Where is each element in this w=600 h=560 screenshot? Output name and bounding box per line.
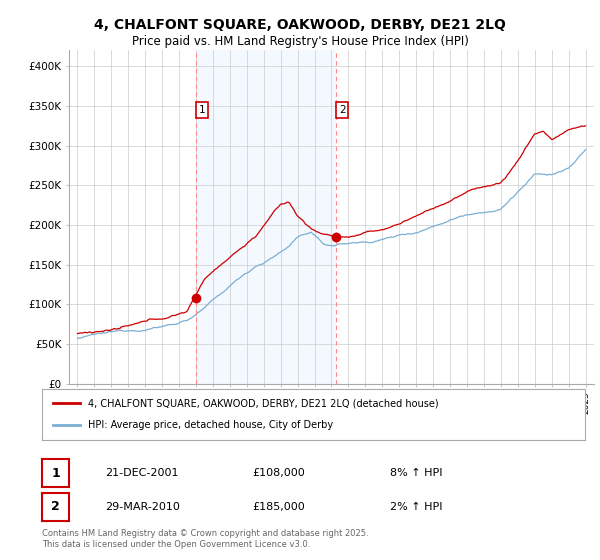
Text: 29-MAR-2010: 29-MAR-2010 xyxy=(105,502,180,512)
Text: HPI: Average price, detached house, City of Derby: HPI: Average price, detached house, City… xyxy=(88,421,333,431)
Bar xyxy=(196,50,335,384)
Text: 21-DEC-2001: 21-DEC-2001 xyxy=(105,468,179,478)
Text: £108,000: £108,000 xyxy=(252,468,305,478)
Text: 2% ↑ HPI: 2% ↑ HPI xyxy=(390,502,443,512)
Text: 8% ↑ HPI: 8% ↑ HPI xyxy=(390,468,443,478)
Text: 1: 1 xyxy=(199,105,206,115)
Text: 2: 2 xyxy=(339,105,346,115)
Text: 1: 1 xyxy=(51,466,60,480)
Text: Price paid vs. HM Land Registry's House Price Index (HPI): Price paid vs. HM Land Registry's House … xyxy=(131,35,469,49)
Text: Contains HM Land Registry data © Crown copyright and database right 2025.
This d: Contains HM Land Registry data © Crown c… xyxy=(42,529,368,549)
Text: 4, CHALFONT SQUARE, OAKWOOD, DERBY, DE21 2LQ: 4, CHALFONT SQUARE, OAKWOOD, DERBY, DE21… xyxy=(94,18,506,32)
Text: 2: 2 xyxy=(51,500,60,514)
Text: £185,000: £185,000 xyxy=(252,502,305,512)
Text: 4, CHALFONT SQUARE, OAKWOOD, DERBY, DE21 2LQ (detached house): 4, CHALFONT SQUARE, OAKWOOD, DERBY, DE21… xyxy=(88,398,439,408)
